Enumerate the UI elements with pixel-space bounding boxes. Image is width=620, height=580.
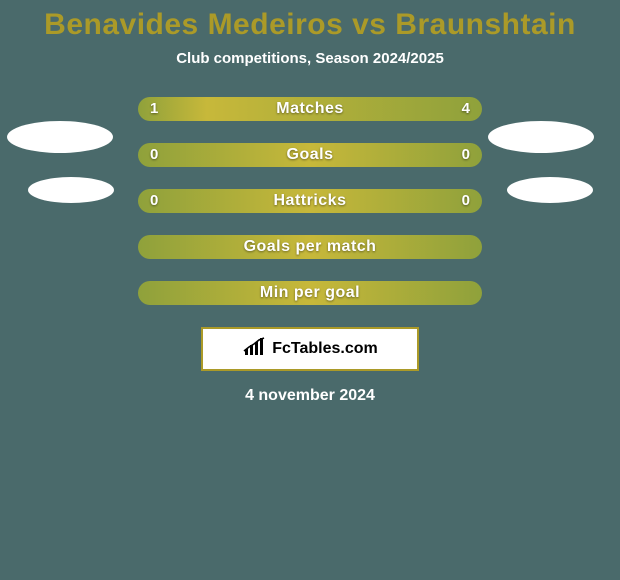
avatar-placeholder [28, 177, 114, 203]
brand-text: FcTables.com [272, 340, 378, 358]
stat-label: Goals [138, 143, 482, 167]
stat-value-left: 0 [150, 143, 158, 167]
date-text: 4 november 2024 [0, 387, 620, 405]
stat-row: Hattricks0 0 [138, 189, 482, 213]
stat-row: Goals per match [138, 235, 482, 259]
bars-icon [242, 337, 268, 362]
stat-value-left: 1 [150, 97, 158, 121]
stat-label: Goals per match [138, 235, 482, 259]
stat-label: Hattricks [138, 189, 482, 213]
stat-value-right: 4 [462, 97, 470, 121]
stat-row: Goals0 0 [138, 143, 482, 167]
avatar-placeholder [507, 177, 593, 203]
stat-value-left: 0 [150, 189, 158, 213]
stat-label: Min per goal [138, 281, 482, 305]
avatar-placeholder [488, 121, 594, 153]
avatar-placeholder [7, 121, 113, 153]
page-title: Benavides Medeiros vs Braunshtain [0, 0, 620, 42]
subtitle: Club competitions, Season 2024/2025 [0, 50, 620, 67]
stat-row: Matches1 4 [138, 97, 482, 121]
stat-row: Min per goal [138, 281, 482, 305]
stat-value-right: 0 [462, 143, 470, 167]
stat-value-right: 0 [462, 189, 470, 213]
brand-box: FcTables.com [201, 327, 419, 371]
stat-label: Matches [138, 97, 482, 121]
